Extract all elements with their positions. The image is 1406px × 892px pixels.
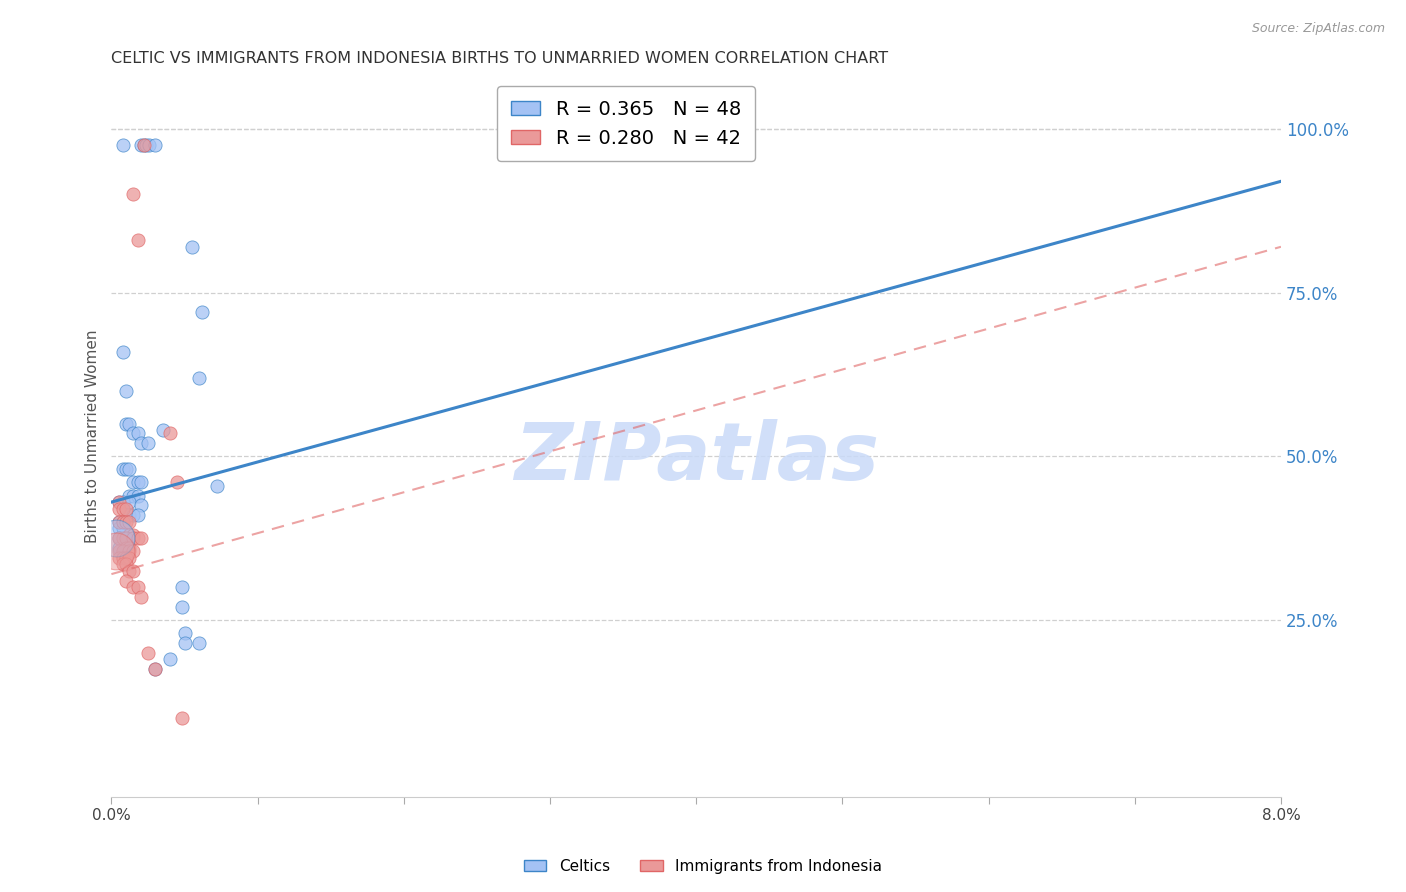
Point xyxy=(118,508,141,523)
Point xyxy=(143,138,166,153)
Point xyxy=(107,531,129,545)
Point xyxy=(107,515,129,529)
Point xyxy=(112,515,135,529)
Point xyxy=(127,233,149,247)
Point xyxy=(107,541,129,555)
Point xyxy=(104,531,127,545)
Point xyxy=(107,550,129,565)
Point xyxy=(112,495,135,509)
Point xyxy=(129,436,152,450)
Point xyxy=(122,531,145,545)
Point xyxy=(112,521,135,535)
Point xyxy=(118,489,141,503)
Point xyxy=(152,423,174,437)
Point xyxy=(122,508,145,523)
Point xyxy=(118,541,141,555)
Text: Source: ZipAtlas.com: Source: ZipAtlas.com xyxy=(1251,22,1385,36)
Point xyxy=(127,426,149,441)
Point xyxy=(132,138,155,153)
Text: CELTIC VS IMMIGRANTS FROM INDONESIA BIRTHS TO UNMARRIED WOMEN CORRELATION CHART: CELTIC VS IMMIGRANTS FROM INDONESIA BIRT… xyxy=(111,51,889,66)
Point xyxy=(122,544,145,558)
Point xyxy=(173,636,195,650)
Point xyxy=(159,426,181,441)
Point xyxy=(112,531,135,545)
Point xyxy=(170,711,193,725)
Legend: Celtics, Immigrants from Indonesia: Celtics, Immigrants from Indonesia xyxy=(517,853,889,880)
Point xyxy=(122,489,145,503)
Point xyxy=(188,370,211,384)
Point xyxy=(118,515,141,529)
Point xyxy=(143,662,166,676)
Point xyxy=(115,531,138,545)
Point xyxy=(115,574,138,588)
Point xyxy=(112,501,135,516)
Point xyxy=(107,495,129,509)
Point xyxy=(122,187,145,202)
Point xyxy=(180,240,202,254)
Point xyxy=(107,501,129,516)
Point xyxy=(127,580,149,594)
Point xyxy=(170,599,193,614)
Point xyxy=(127,489,149,503)
Point xyxy=(129,475,152,490)
Point xyxy=(129,590,152,604)
Point xyxy=(115,384,138,398)
Point xyxy=(104,544,127,558)
Point xyxy=(118,495,141,509)
Y-axis label: Births to Unmarried Women: Births to Unmarried Women xyxy=(86,330,100,543)
Point xyxy=(118,564,141,578)
Point xyxy=(122,528,145,542)
Point xyxy=(112,462,135,476)
Point xyxy=(135,138,157,153)
Point xyxy=(159,652,181,666)
Point xyxy=(118,462,141,476)
Point xyxy=(107,515,129,529)
Point xyxy=(107,521,129,535)
Point xyxy=(118,544,141,558)
Point xyxy=(129,499,152,513)
Point xyxy=(188,636,211,650)
Point xyxy=(112,515,135,529)
Point xyxy=(115,558,138,572)
Point xyxy=(118,528,141,542)
Point xyxy=(127,475,149,490)
Text: ZIPatlas: ZIPatlas xyxy=(513,419,879,497)
Point xyxy=(166,475,188,490)
Point xyxy=(122,426,145,441)
Point xyxy=(136,436,159,450)
Point xyxy=(136,646,159,660)
Point xyxy=(107,495,129,509)
Point xyxy=(143,662,166,676)
Point xyxy=(115,515,138,529)
Point xyxy=(112,550,135,565)
Legend: R = 0.365   N = 48, R = 0.280   N = 42: R = 0.365 N = 48, R = 0.280 N = 42 xyxy=(498,87,755,161)
Point xyxy=(115,501,138,516)
Point xyxy=(107,544,129,558)
Point xyxy=(129,138,152,153)
Point xyxy=(205,479,228,493)
Point xyxy=(191,305,214,319)
Point xyxy=(122,475,145,490)
Point xyxy=(112,544,135,558)
Point xyxy=(170,580,193,594)
Point xyxy=(107,531,129,545)
Point xyxy=(122,564,145,578)
Point xyxy=(122,580,145,594)
Point xyxy=(118,417,141,431)
Point xyxy=(112,344,135,359)
Point xyxy=(138,138,160,153)
Point xyxy=(115,462,138,476)
Point xyxy=(115,417,138,431)
Point xyxy=(115,541,138,555)
Point xyxy=(127,531,149,545)
Point xyxy=(132,138,155,153)
Point xyxy=(112,138,135,153)
Point xyxy=(115,550,138,565)
Point xyxy=(129,531,152,545)
Point xyxy=(173,626,195,640)
Point xyxy=(127,508,149,523)
Point xyxy=(112,558,135,572)
Point xyxy=(118,550,141,565)
